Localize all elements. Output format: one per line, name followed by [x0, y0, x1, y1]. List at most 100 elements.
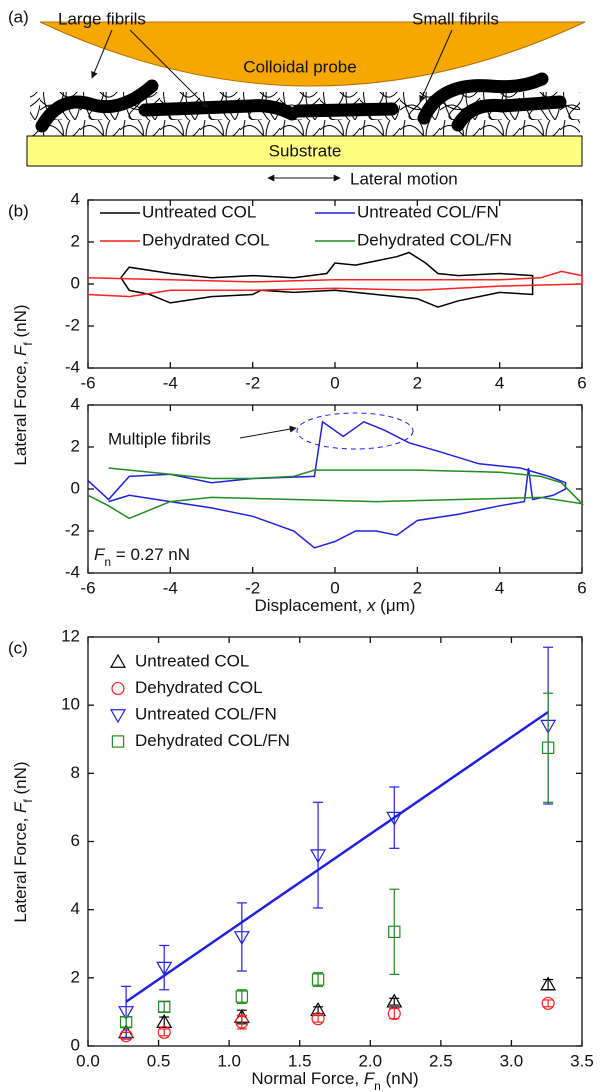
x-tick-label: 3.0: [500, 1051, 524, 1070]
annotation: Multiple fibrils: [108, 429, 211, 448]
axis-label: Displacement, x (μm): [255, 596, 416, 615]
x-tick-label: 3.5: [570, 1051, 594, 1070]
legend-label: Dehydrated COL/FN: [357, 230, 512, 249]
x-tick-label: -2: [245, 578, 260, 597]
highlight-ellipse: [296, 412, 414, 450]
legend-label: Untreated COL/FN: [357, 202, 499, 221]
label-part: F: [364, 1069, 376, 1088]
x-tick-label: 6: [577, 578, 586, 597]
y-tick-label: 4: [71, 899, 80, 918]
label: Substrate: [269, 141, 342, 160]
marker: [311, 973, 325, 986]
marker: [311, 1012, 325, 1026]
x-tick-label: 0: [330, 373, 339, 392]
y-tick-label: 2: [71, 436, 80, 455]
y-tick-label: -4: [65, 562, 80, 581]
x-tick-label: -6: [80, 373, 95, 392]
x-tick-label: 6: [577, 373, 586, 392]
panel-label: (a): [8, 7, 29, 26]
marker: [158, 1000, 171, 1014]
y-tick-label: 12: [61, 626, 80, 645]
schematic: (a) Large fibrils Small fibrils Colloida…: [8, 7, 586, 188]
x-tick-label: 1.0: [217, 1051, 241, 1070]
marker: [235, 1015, 249, 1029]
x-tick-label: 2: [413, 578, 422, 597]
label-part: n: [374, 1079, 381, 1092]
marker: [109, 653, 127, 668]
label: Large fibrils: [58, 9, 146, 28]
plot-frame: [87, 636, 583, 1047]
x-tick-label: -4: [163, 578, 178, 597]
plot-frame: [87, 199, 583, 369]
legend-label: Untreated COL: [135, 651, 249, 670]
legend-label: Dehydrated COL: [142, 230, 270, 249]
y-tick-label: -2: [65, 520, 80, 539]
legend-label: Untreated COL: [142, 202, 256, 221]
label-part: Displacement,: [255, 596, 367, 615]
axis-label: Lateral Force, Ff (nN): [11, 304, 35, 465]
large-fibrils: [35, 72, 567, 133]
axis-label: Fn = 0.27 nN: [94, 545, 190, 569]
marker: [235, 990, 249, 1003]
label-part: x: [366, 596, 376, 615]
label-part: Lateral Force,: [11, 813, 30, 923]
y-tick-label: 8: [71, 763, 80, 782]
trace: [87, 467, 585, 520]
legend-label: Dehydrated COL/FN: [135, 731, 290, 750]
pointer: [419, 29, 453, 103]
label-part: F: [94, 545, 106, 564]
x-tick-label: 0: [330, 578, 339, 597]
label: Lateral motion: [350, 169, 458, 188]
x-tick-label: 2.0: [358, 1051, 382, 1070]
y-tick-label: 10: [61, 695, 80, 714]
trace: [120, 251, 534, 308]
marker: [540, 976, 557, 991]
marker: [156, 961, 173, 976]
pointer: [129, 29, 209, 109]
label-part: = 0.27 nN: [111, 545, 190, 564]
axis-label: Normal Force, Fn (nN): [251, 1069, 418, 1092]
y-tick-label: 0: [71, 478, 80, 497]
x-tick-label: 1.5: [288, 1051, 312, 1070]
y-tick-label: 0: [71, 1035, 80, 1054]
legend-label: Dehydrated COL: [135, 678, 263, 697]
marker: [157, 1025, 171, 1039]
y-tick-label: 2: [71, 231, 80, 250]
label: Small fibrils: [412, 9, 499, 28]
label-part: f: [21, 799, 35, 803]
y-tick-label: 4: [71, 394, 80, 413]
marker: [388, 925, 401, 939]
x-tick-label: -2: [245, 373, 260, 392]
marker: [386, 993, 403, 1008]
label-part: (nN): [11, 304, 30, 342]
marker: [386, 811, 403, 826]
marker: [541, 996, 555, 1010]
label-part: f: [21, 342, 35, 346]
marker: [541, 741, 555, 754]
x-tick-label: -4: [163, 373, 178, 392]
x-tick-label: 2: [413, 373, 422, 392]
marker: [156, 1013, 173, 1028]
fit-line: [125, 710, 549, 1003]
y-tick-label: 6: [71, 831, 80, 850]
pointer: [239, 425, 297, 439]
label-part: Normal Force,: [251, 1069, 363, 1088]
y-tick-label: 4: [71, 189, 80, 208]
x-tick-label: 4: [495, 578, 504, 597]
y-tick-label: 2: [71, 967, 80, 986]
label-part: n: [104, 555, 111, 569]
marker: [310, 849, 327, 864]
marker: [111, 681, 125, 696]
panel-label: (c): [8, 638, 28, 657]
label-part: (nN): [381, 1069, 419, 1088]
trace: [87, 270, 583, 298]
label: Colloidal probe: [243, 57, 356, 76]
y-tick-label: 0: [71, 273, 80, 292]
label-part: F: [11, 344, 30, 356]
marker: [109, 709, 127, 724]
axis-label: Lateral Force, Ff (nN): [11, 761, 35, 922]
marker: [111, 735, 125, 748]
label-part: (μm): [375, 596, 415, 615]
x-tick-label: 0.0: [76, 1051, 100, 1070]
substrate: [26, 135, 583, 167]
